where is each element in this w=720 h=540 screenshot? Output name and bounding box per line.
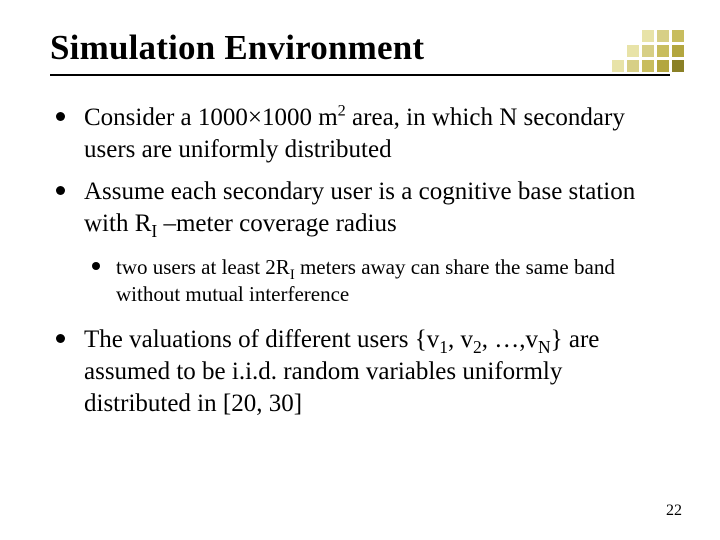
bullet-item: Consider a 1000×1000 m2 area, in which N… — [50, 102, 670, 166]
decor-dot — [672, 30, 684, 42]
decor-dot — [672, 60, 684, 72]
bullet-text: The valuations of different users {v — [84, 326, 439, 353]
decor-dot — [612, 45, 624, 57]
decor-dot — [657, 45, 669, 57]
bullet-text: Consider a 1000×1000 m — [84, 104, 338, 131]
bullet-text: –meter coverage radius — [157, 210, 396, 237]
decor-dot — [657, 30, 669, 42]
bullet-text: , v — [448, 326, 473, 353]
subscript: N — [538, 337, 551, 357]
decor-dot — [627, 30, 639, 42]
bullet-list: Consider a 1000×1000 m2 area, in which N… — [50, 102, 670, 420]
title-underline — [50, 74, 670, 76]
bullet-item: Assume each secondary user is a cognitiv… — [50, 176, 670, 308]
decor-dot — [642, 30, 654, 42]
page-number: 22 — [666, 502, 682, 520]
decor-dot — [642, 60, 654, 72]
decor-dot — [597, 30, 609, 42]
bullet-item: The valuations of different users {v1, v… — [50, 324, 670, 420]
bullet-text: two users at least 2R — [116, 255, 290, 279]
corner-decor — [597, 30, 684, 72]
decor-dot — [657, 60, 669, 72]
slide-title: Simulation Environment — [50, 28, 670, 68]
subscript: 1 — [439, 337, 448, 357]
subscript: 2 — [473, 337, 482, 357]
superscript: 2 — [338, 102, 346, 120]
decor-dot — [612, 60, 624, 72]
bullet-text: , …,v — [482, 326, 538, 353]
decor-dot — [672, 45, 684, 57]
sub-bullet-list: two users at least 2RI meters away can s… — [84, 254, 670, 308]
decor-dot — [597, 60, 609, 72]
decor-dot — [627, 45, 639, 57]
decor-dot — [612, 30, 624, 42]
decor-dot — [642, 45, 654, 57]
decor-dot — [627, 60, 639, 72]
decor-dot — [597, 45, 609, 57]
sub-bullet-item: two users at least 2RI meters away can s… — [84, 254, 670, 308]
